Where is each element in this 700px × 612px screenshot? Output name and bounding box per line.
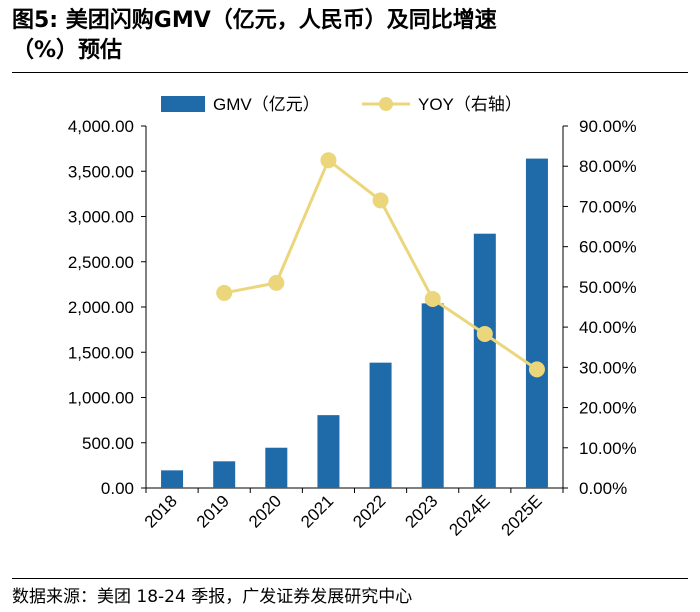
y-right-tick-label: 70.00%: [579, 197, 637, 216]
x-tick-label: 2019: [193, 491, 233, 531]
figure-title-line1: 图5: 美团闪购GMV（亿元，人民币）及同比增速: [12, 8, 497, 33]
yoy-point: [320, 152, 337, 169]
y-right-tick-label: 30.00%: [579, 358, 637, 377]
bars-layer: [161, 158, 548, 488]
y-left-tick-label: 3,000.00: [68, 208, 134, 227]
y-right-tick-label: 10.00%: [579, 439, 637, 458]
x-tick-label: 2020: [245, 491, 285, 531]
y-right-tick-label: 0.00%: [579, 479, 627, 498]
source-divider: [12, 578, 688, 579]
bar-gmv: [213, 461, 236, 488]
x-tick-label: 2018: [141, 491, 181, 531]
y-left-tick-label: 1,000.00: [68, 389, 134, 408]
legend: GMV（亿元） YOY（右轴）: [161, 95, 522, 114]
y-right-tick-label: 80.00%: [579, 157, 637, 176]
x-tick-label: 2025E: [498, 491, 546, 539]
yoy-point: [476, 325, 493, 342]
source-note: 数据来源：美团 18-24 季报，广发证券发展研究中心: [12, 587, 413, 607]
line-layer: [216, 152, 545, 378]
x-tick-label: 2023: [401, 491, 441, 531]
x-tick-label: 2022: [349, 491, 389, 531]
bar-gmv: [369, 362, 392, 488]
figure-title: 图5: 美团闪购GMV（亿元，人民币）及同比增速 （%）预估: [12, 6, 688, 66]
legend-label-gmv: GMV（亿元）: [213, 95, 320, 114]
x-tick-label: 2024E: [445, 491, 493, 539]
y-left-tick-label: 2,500.00: [68, 253, 134, 272]
y-right-tick-label: 50.00%: [579, 278, 637, 297]
title-divider: [12, 72, 688, 73]
bar-gmv: [161, 470, 184, 488]
y-right-tick-label: 60.00%: [579, 238, 637, 257]
y-left-tick-label: 500.00: [82, 434, 134, 453]
bar-gmv: [525, 158, 548, 488]
y-left-tick-label: 4,000.00: [68, 117, 134, 136]
y-right-tick-label: 90.00%: [579, 117, 637, 136]
bar-gmv: [473, 233, 496, 488]
bar-gmv: [265, 447, 288, 488]
x-tick-label: 2021: [297, 491, 337, 531]
y-right-tick-label: 20.00%: [579, 399, 637, 418]
yoy-point: [268, 274, 285, 291]
legend-swatch-yoy-marker: [379, 97, 393, 111]
yoy-point: [528, 361, 545, 378]
bar-gmv: [317, 415, 340, 488]
y-left-tick-label: 1,500.00: [68, 343, 134, 362]
figure-title-line2: （%）预估: [12, 38, 123, 63]
y-left-tick-label: 3,500.00: [68, 162, 134, 181]
y-left-tick-label: 2,000.00: [68, 298, 134, 317]
yoy-point: [424, 290, 441, 307]
yoy-point: [216, 284, 233, 301]
legend-swatch-gmv: [161, 96, 205, 112]
yoy-point: [372, 192, 389, 209]
y-right-tick-label: 40.00%: [579, 318, 637, 337]
y-left-tick-label: 0.00: [101, 479, 134, 498]
bar-gmv: [421, 303, 444, 488]
legend-label-yoy: YOY（右轴）: [418, 95, 522, 114]
